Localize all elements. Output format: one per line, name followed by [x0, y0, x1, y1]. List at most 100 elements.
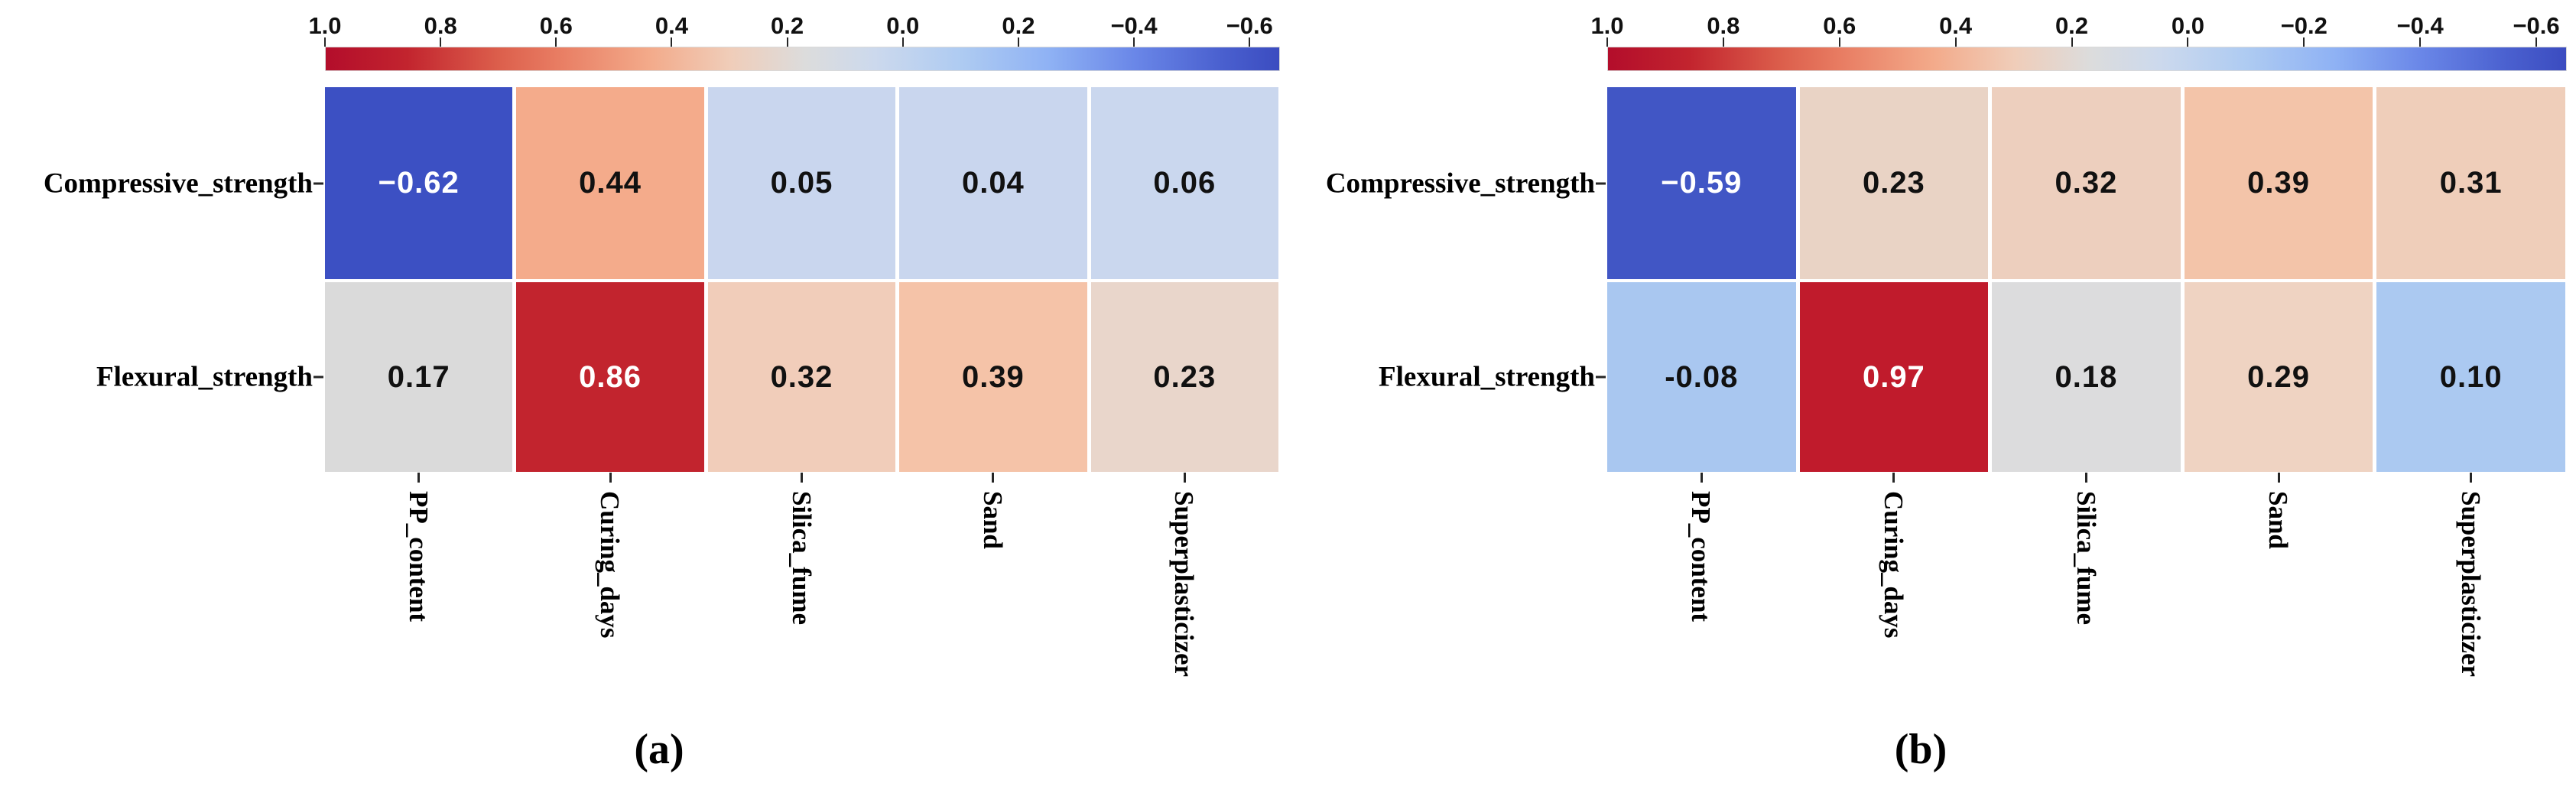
- column-label: PP_content: [1686, 491, 1717, 623]
- cell-value: 0.44: [579, 166, 642, 200]
- colorbar-tick-label: 1.0: [1590, 12, 1624, 39]
- colorbar-tick-label: 0.8: [424, 12, 457, 39]
- column-label: Silica_fume: [786, 491, 817, 625]
- heatmap-cell: 0.31: [2376, 87, 2565, 279]
- row-label: Compressive_strength: [43, 167, 313, 199]
- cell-value: 0.18: [2055, 359, 2118, 394]
- colorbar: [325, 47, 1280, 71]
- x-axis-tick: [992, 473, 995, 483]
- colorbar-tick: [1133, 37, 1135, 47]
- heatmap-cell: 0.17: [325, 282, 513, 472]
- column-label: Silica_fume: [2071, 491, 2101, 625]
- x-axis-tick: [2277, 473, 2280, 483]
- heatmap-cell: 0.06: [1090, 87, 1278, 279]
- colorbar-tick-label: 0.4: [1939, 12, 1973, 39]
- cell-value: 0.31: [2439, 166, 2503, 200]
- x-axis-tick: [1892, 473, 1895, 483]
- y-axis-tick: [1596, 182, 1606, 184]
- colorbar-tick-label: −0.6: [2513, 12, 2560, 39]
- colorbar-tick: [1722, 37, 1724, 47]
- cell-value: −0.62: [378, 166, 460, 200]
- heatmap-cell: 0.23: [1799, 87, 1989, 279]
- cell-value: 0.32: [770, 359, 833, 394]
- colorbar-tick: [671, 37, 673, 47]
- heatmap-cell: 0.23: [1090, 282, 1278, 472]
- heatmap-cell: 0.32: [707, 282, 896, 472]
- colorbar-tick-label: −0.2: [2280, 12, 2327, 39]
- colorbar-tick: [1606, 37, 1608, 47]
- colorbar-tick-label: 0.8: [1707, 12, 1740, 39]
- cell-value: 0.23: [1153, 359, 1217, 394]
- heatmap-cell: −0.62: [325, 87, 513, 279]
- colorbar-tick: [2071, 37, 2073, 47]
- cell-value: 0.32: [2055, 166, 2118, 200]
- colorbar-tick: [2303, 37, 2305, 47]
- x-axis-tick: [1700, 473, 1703, 483]
- cell-value: 0.06: [1153, 166, 1217, 200]
- y-axis-tick: [1596, 375, 1606, 379]
- row-label: Compressive_strength: [1325, 167, 1595, 199]
- colorbar-tick: [1838, 37, 1840, 47]
- row-label: Flexural_strength: [1379, 361, 1595, 393]
- heatmap-cell: 0.10: [2376, 282, 2565, 472]
- panel-letter: (a): [634, 726, 684, 773]
- cell-value: -0.08: [1665, 359, 1739, 394]
- colorbar-tick-label: −0.4: [2396, 12, 2444, 39]
- heatmap-cell: 0.39: [2184, 87, 2373, 279]
- heatmap-cell: 0.44: [516, 87, 704, 279]
- colorbar-tick-label: 0.2: [1002, 12, 1035, 39]
- column-label: Curing_days: [595, 491, 625, 639]
- panel-letter: (b): [1894, 726, 1947, 773]
- colorbar-tick-label: 0.6: [1823, 12, 1856, 39]
- heatmap-cell: 0.04: [899, 87, 1087, 279]
- colorbar: [1607, 47, 2567, 71]
- colorbar-tick-label: 1.0: [308, 12, 342, 39]
- x-axis-tick: [417, 473, 421, 483]
- colorbar-tick-label: 0.4: [655, 12, 689, 39]
- y-axis-tick: [313, 375, 323, 379]
- colorbar-tick: [901, 37, 904, 47]
- x-axis-tick: [2085, 473, 2087, 483]
- cell-value: 0.17: [387, 359, 450, 394]
- colorbar-tick-label: 0.0: [886, 12, 920, 39]
- column-label: PP_content: [403, 491, 434, 623]
- colorbar-tick: [555, 37, 557, 47]
- colorbar-tick: [2419, 37, 2422, 47]
- cell-value: 0.23: [1862, 166, 1925, 200]
- cell-value: 0.39: [961, 359, 1025, 394]
- x-axis-tick: [2470, 473, 2473, 483]
- cell-value: 0.04: [961, 166, 1025, 200]
- colorbar-tick-label: −0.4: [1110, 12, 1158, 39]
- cell-value: 0.86: [579, 359, 642, 394]
- column-label: Superplasticizer: [2455, 491, 2486, 678]
- heatmap-cell: 0.32: [1992, 87, 2181, 279]
- cell-value: 0.10: [2439, 359, 2503, 394]
- colorbar-tick: [2187, 37, 2189, 47]
- heatmap-cell: 0.29: [2184, 282, 2373, 472]
- y-axis-tick: [313, 182, 323, 184]
- colorbar-tick-label: −0.6: [1226, 12, 1273, 39]
- colorbar-tick: [1954, 37, 1957, 47]
- column-label: Sand: [977, 491, 1008, 549]
- colorbar-tick-label: 0.2: [2055, 12, 2089, 39]
- colorbar-tick-label: 0.6: [539, 12, 573, 39]
- column-label: Sand: [2263, 491, 2294, 549]
- colorbar-tick: [786, 37, 788, 47]
- heatmap-cell: 0.86: [516, 282, 704, 472]
- x-axis-tick: [1183, 473, 1186, 483]
- cell-value: 0.97: [1862, 359, 1925, 394]
- cell-value: 0.05: [770, 166, 833, 200]
- heatmap-cell: -0.08: [1607, 282, 1796, 472]
- column-label: Superplasticizer: [1169, 491, 1200, 678]
- cell-value: −0.59: [1661, 166, 1743, 200]
- colorbar-tick: [324, 37, 326, 47]
- colorbar-tick: [1249, 37, 1251, 47]
- heatmap-cell: −0.59: [1607, 87, 1796, 279]
- colorbar-tick: [1017, 37, 1019, 47]
- cell-value: 0.39: [2247, 166, 2311, 200]
- heatmap-cell: 0.18: [1992, 282, 2181, 472]
- x-axis-tick: [801, 473, 803, 483]
- heatmap-cell: 0.39: [899, 282, 1087, 472]
- colorbar-tick-label: 0.0: [2171, 12, 2204, 39]
